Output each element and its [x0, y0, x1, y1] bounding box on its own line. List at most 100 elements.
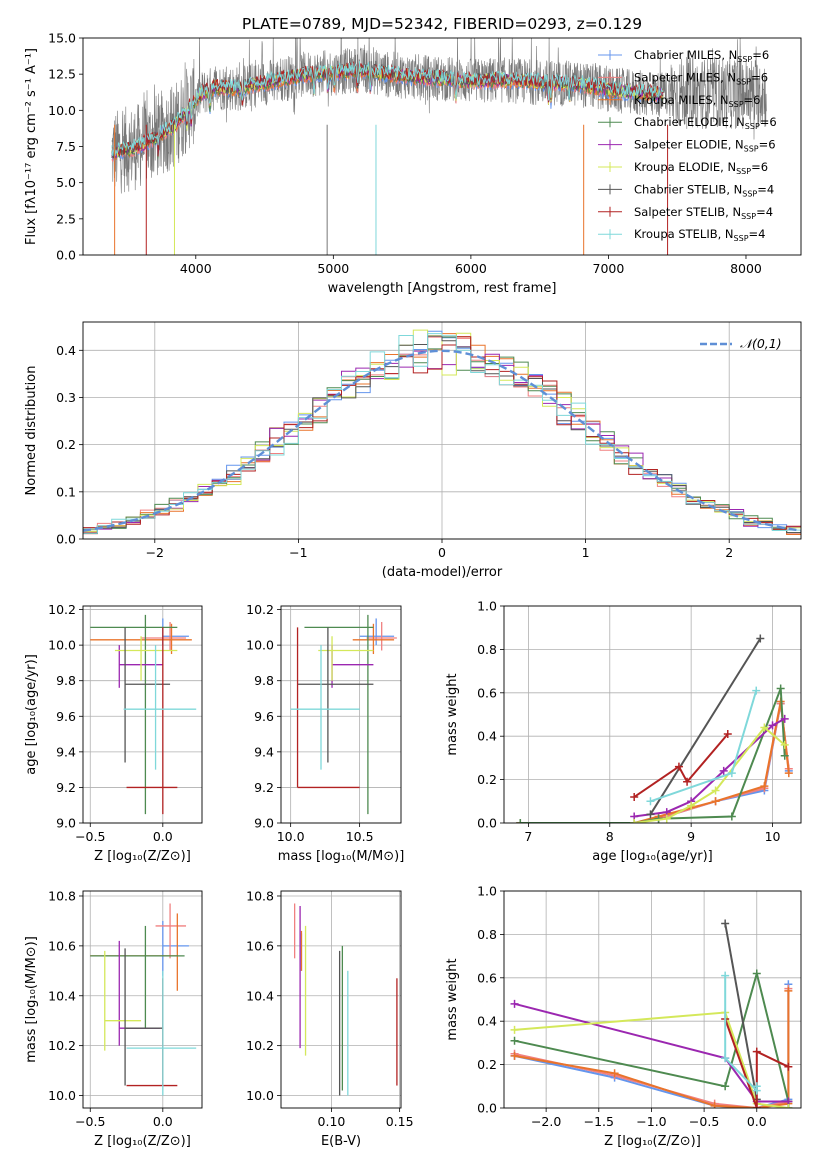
y-tick-label: 1.0	[477, 884, 497, 899]
series-marker	[610, 1069, 619, 1078]
x-tick-label: 0.0	[747, 1114, 767, 1129]
series-marker	[780, 751, 789, 760]
legend-suffix: =6	[760, 115, 777, 129]
x-tick-label: −0.5	[689, 1114, 719, 1129]
series-marker	[683, 777, 692, 786]
series-marker	[721, 1082, 730, 1091]
series-marker	[752, 1104, 761, 1108]
series-line	[724, 923, 758, 1100]
x-axis-label: Z [log₁₀(Z/Z⊙)]	[604, 1134, 701, 1149]
errorbar-point	[126, 978, 178, 1087]
y-tick-label: 0.2	[56, 437, 76, 452]
errorbar-point	[304, 614, 374, 815]
legend-label: Kroupa STELIB, N	[634, 227, 734, 241]
plot-area	[290, 614, 397, 815]
axes-frame	[82, 37, 802, 256]
legend-entry: Kroupa MILES, NSSP=6	[634, 93, 760, 109]
y-tick-label: 10.2	[246, 602, 274, 617]
legend-subscript: SSP	[742, 189, 757, 198]
errorbar-point	[123, 645, 197, 770]
series-marker	[630, 819, 639, 823]
series-marker	[510, 1051, 519, 1060]
y-tick-label: 9.0	[254, 816, 274, 831]
y-tick-label: 0.2	[477, 772, 497, 787]
y-tick-label: 0.1	[56, 484, 76, 499]
series-marker	[760, 723, 769, 732]
series-marker	[510, 1025, 519, 1034]
x-axis-label: mass [log₁₀(M/M⊙)]	[278, 849, 405, 864]
errorbar-point	[352, 623, 395, 655]
x-axis-label: Z [log₁₀(Z/Z⊙)]	[94, 849, 191, 864]
weight-vs-age-plot: 7 8 9 10 0.0 0.2 0.4 0.6 0.8 1.0 age [log₁₀(age/yr…	[445, 599, 802, 864]
legend-subscript: SSP	[737, 55, 752, 64]
series-marker	[784, 769, 793, 778]
series-marker	[711, 786, 720, 795]
legend-entry: Kroupa STELIB, NSSP=4	[634, 227, 765, 243]
y-tick-label: 9.2	[56, 780, 76, 795]
axes-frame	[280, 890, 402, 1109]
series-line	[633, 733, 729, 798]
grid-lines	[83, 891, 202, 1108]
y-tick-label: 0.0	[477, 1101, 497, 1116]
y-tick-label: 10.4	[48, 988, 76, 1003]
y-tick-label: 5.0	[56, 175, 76, 190]
x-tick-label: −1.5	[584, 1114, 614, 1129]
x-tick-label: 1	[582, 545, 590, 560]
series-marker	[756, 634, 765, 643]
y-axis-label: mass weight	[445, 958, 460, 1040]
errorbar-point	[162, 920, 189, 976]
y-tick-label: 0.4	[56, 343, 76, 358]
y-axis-label: mass [log₁₀(M/M⊙)]	[24, 936, 39, 1063]
legend-subscript: SSP	[729, 100, 744, 109]
x-tick-label: −1	[289, 545, 307, 560]
plot-area	[293, 903, 398, 1096]
errorbar-point	[162, 618, 189, 646]
y-tick-label: 10.0	[246, 1088, 274, 1103]
legend-suffix: =6	[751, 70, 768, 84]
series-marker	[719, 766, 728, 775]
legend-label: Salpeter MILES, N	[634, 70, 736, 84]
y-tick-label: 10.8	[246, 888, 274, 903]
x-tick-label: −0.5	[75, 829, 105, 844]
series-marker	[721, 971, 730, 980]
series-line	[514, 990, 790, 1108]
series-marker	[710, 1101, 719, 1108]
errorbar-point	[124, 948, 163, 1086]
x-tick-label: 4000	[180, 261, 212, 276]
legend-entry: Salpeter MILES, NSSP=6	[634, 70, 768, 86]
y-tick-label: 9.6	[254, 709, 274, 724]
y-tick-label: 0.0	[477, 816, 497, 831]
legend-entry: Salpeter STELIB, NSSP=4	[634, 205, 773, 221]
x-axis-label: (data-model)/error	[382, 565, 503, 580]
series-marker	[752, 1082, 761, 1091]
legend-label: Kroupa MILES, N	[634, 93, 729, 107]
series-line	[514, 1011, 789, 1108]
y-tick-label: 10.6	[246, 938, 274, 953]
series-marker	[711, 797, 720, 806]
series-marker	[780, 714, 789, 723]
weight-series	[646, 686, 761, 806]
series-line	[520, 703, 790, 823]
x-tick-label: −1.0	[636, 1114, 666, 1129]
legend-entry: Chabrier MILES, NSSP=6	[634, 48, 769, 64]
legend-suffix: =6	[751, 160, 768, 174]
series-marker	[760, 782, 769, 791]
legend-label: 𝒩(0,1)	[740, 336, 782, 351]
weight-vs-metallicity-plot: −2.0 −1.5 −1.0 −0.5 0.0 0.0 0.2 0.4 0.6 0.8 1.0 Z […	[445, 884, 802, 1149]
y-tick-label: 10.0	[48, 638, 76, 653]
y-tick-label: 15.0	[48, 31, 76, 46]
legend-suffix: =6	[752, 48, 769, 62]
y-tick-label: 10.2	[48, 602, 76, 617]
legend-subscript: SSP	[741, 212, 756, 221]
y-axis-label: age [log₁₀(age/yr)]	[24, 654, 39, 775]
errorbar-point	[296, 627, 360, 789]
weight-series	[630, 730, 732, 801]
y-tick-label: 10.0	[48, 103, 76, 118]
plot-area	[510, 919, 793, 1108]
weight-series	[721, 971, 761, 1095]
x-tick-label: 0.0	[153, 1114, 173, 1129]
errorbar-point	[104, 950, 142, 1051]
errorbar-point	[126, 970, 197, 1096]
normal-distribution-curve	[83, 349, 801, 532]
series-marker	[784, 1104, 793, 1108]
